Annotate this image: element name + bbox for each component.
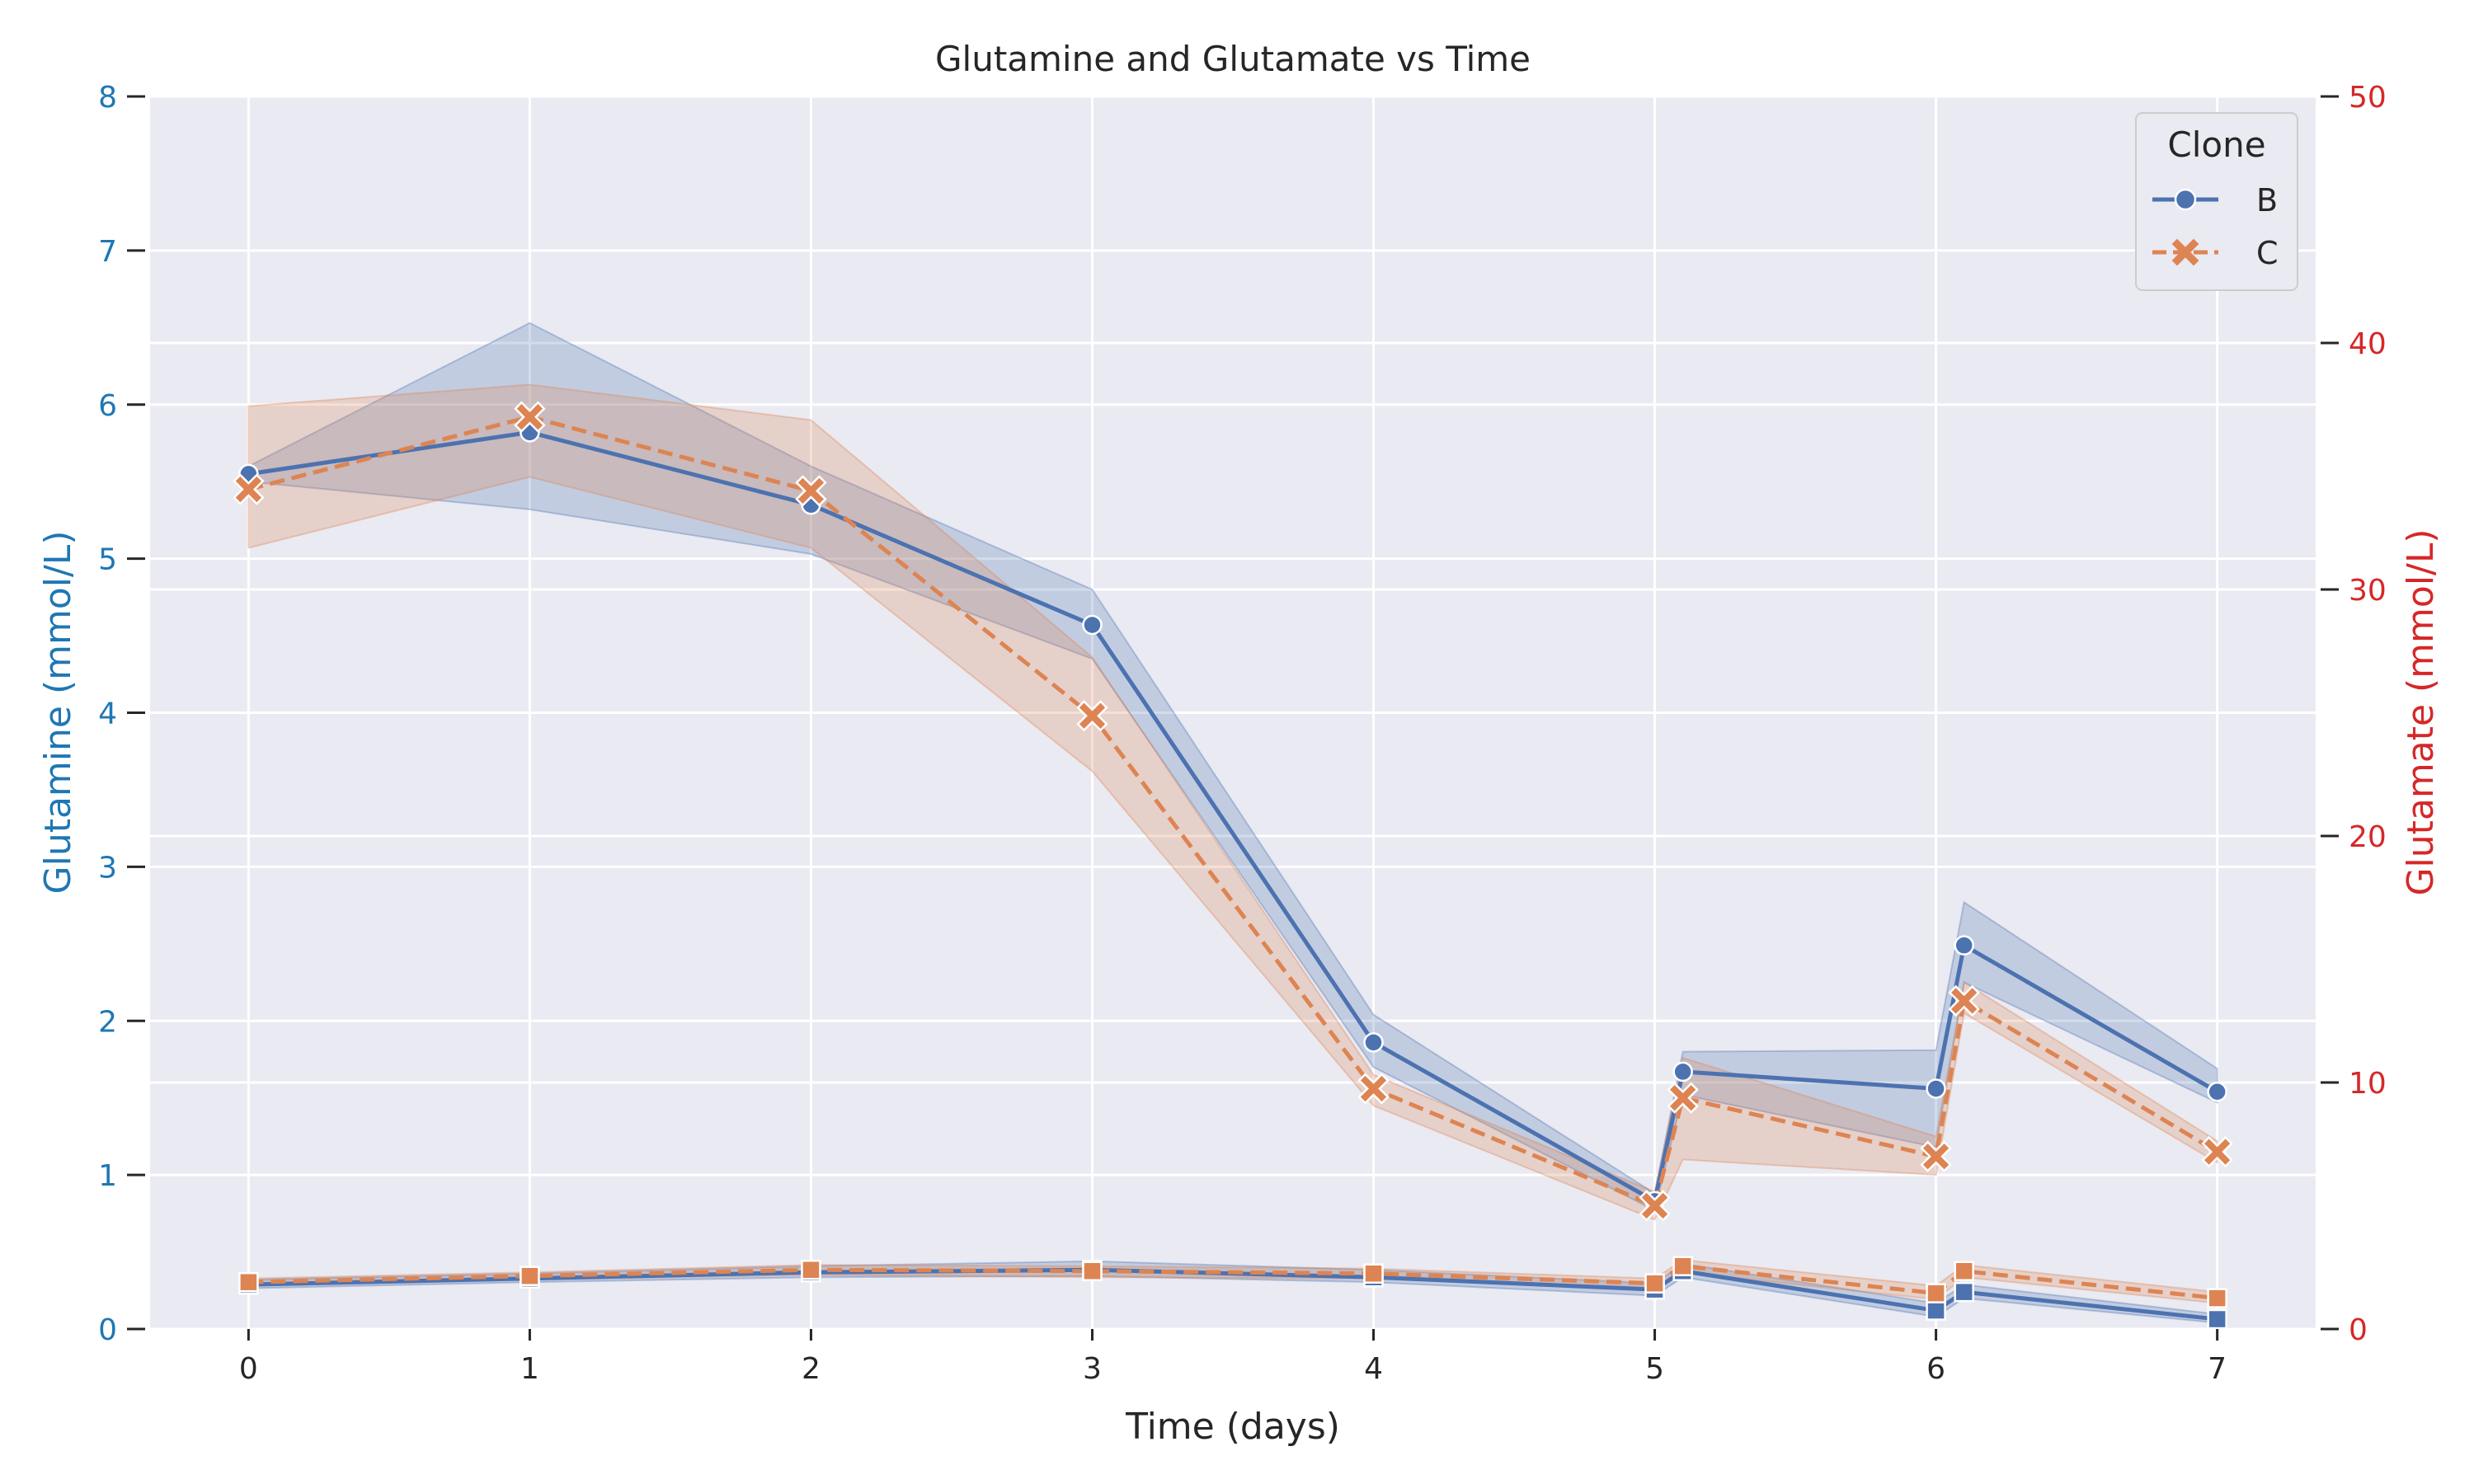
glutamine-c-point (514, 401, 546, 433)
glutamate-c-point (1954, 1261, 1974, 1281)
glutamate-c-point (801, 1259, 821, 1280)
legend: Clone B C (2135, 112, 2298, 291)
left-tick-label: 1 (98, 1159, 117, 1193)
glutamate-b-point (1954, 1281, 1974, 1303)
glutamate-c-point (1082, 1261, 1103, 1281)
glutamate-c-point (1926, 1283, 1946, 1303)
legend-marker-c (2171, 238, 2199, 266)
glutamine-c-point (1948, 984, 1980, 1017)
left-tick-label: 0 (98, 1313, 117, 1347)
glutamine-c-point (1357, 1073, 1390, 1105)
glutamate-b-line (248, 1267, 2218, 1322)
legend-label-c: C (2256, 235, 2279, 271)
left-tick-label: 2 (98, 1005, 117, 1039)
axes: 0 1 2 3 4 5 6 7 0 1 2 3 4 5 6 7 8 0 10 20 30 40 50 (98, 81, 2387, 1386)
right-tick-label: 30 (2349, 574, 2387, 608)
x-axis-title: Time (days) (1125, 1406, 1340, 1448)
glutamine-c-point (1076, 700, 1108, 732)
x-tick-label: 2 (802, 1352, 821, 1386)
glutamine-b-band (247, 322, 2218, 1212)
left-tick-label: 8 (98, 81, 117, 115)
chart-title: Glutamine and Glutamate vs Time (935, 39, 1531, 79)
x-tick-label: 7 (2208, 1352, 2227, 1386)
right-tick-label: 50 (2349, 81, 2387, 115)
glutamate-c-point (1672, 1256, 1693, 1277)
x-tick-label: 0 (239, 1352, 258, 1386)
glutamine-b-point (1954, 935, 1974, 956)
glutamine-b-point (1926, 1078, 1946, 1099)
glutamine-c-line (247, 415, 2218, 1208)
glutamate-c-point (238, 1271, 259, 1293)
right-tick-label: 10 (2349, 1067, 2387, 1101)
glutamine-b-line (247, 430, 2218, 1204)
left-axis-title: Glutamine (mmol/L) (37, 531, 79, 895)
right-tick-label: 20 (2349, 820, 2387, 854)
glutamine-c-point (1639, 1190, 1671, 1222)
glutamate-b-point (2207, 1308, 2227, 1330)
right-tick-label: 0 (2349, 1313, 2368, 1347)
glutamine-c-point (1920, 1140, 1952, 1172)
glutamine-c-band (247, 383, 2218, 1221)
glutamine-c-point (1667, 1082, 1699, 1114)
right-tick-label: 40 (2349, 327, 2387, 361)
glutamate-b-point (1926, 1300, 1946, 1321)
glutamine-b-point (2207, 1081, 2227, 1102)
glutamate-c-point (1644, 1273, 1665, 1294)
x-tick-label: 3 (1083, 1352, 1102, 1386)
left-tick-label: 3 (98, 851, 117, 885)
series-lines (247, 415, 2218, 1322)
grid (150, 95, 2316, 1331)
glutamate-c-point (1363, 1263, 1384, 1284)
left-tick-label: 6 (98, 389, 117, 423)
glutamine-c-point (2201, 1135, 2233, 1168)
series-markers (233, 401, 2233, 1330)
left-tick-label: 5 (98, 543, 117, 577)
glutamate-c-point (2207, 1288, 2227, 1308)
glutamine-c-point (795, 475, 827, 507)
glutamine-b-point (1363, 1032, 1384, 1053)
glutamine-b-point (1082, 614, 1103, 636)
glutamine-b-point (1672, 1061, 1693, 1082)
right-axis-title: Glutamate (mmol/L) (2400, 528, 2442, 895)
left-tick-label: 4 (98, 697, 117, 731)
glutamate-c-point (520, 1266, 540, 1286)
legend-marker-b (2174, 188, 2197, 211)
legend-label-b: B (2256, 182, 2278, 218)
x-tick-label: 6 (1926, 1352, 1945, 1386)
x-tick-label: 1 (520, 1352, 539, 1386)
legend-title: Clone (2167, 124, 2265, 165)
glutamine-c-point (233, 473, 265, 505)
x-tick-label: 5 (1645, 1352, 1664, 1386)
left-tick-label: 7 (98, 235, 117, 269)
x-tick-label: 4 (1364, 1352, 1383, 1386)
